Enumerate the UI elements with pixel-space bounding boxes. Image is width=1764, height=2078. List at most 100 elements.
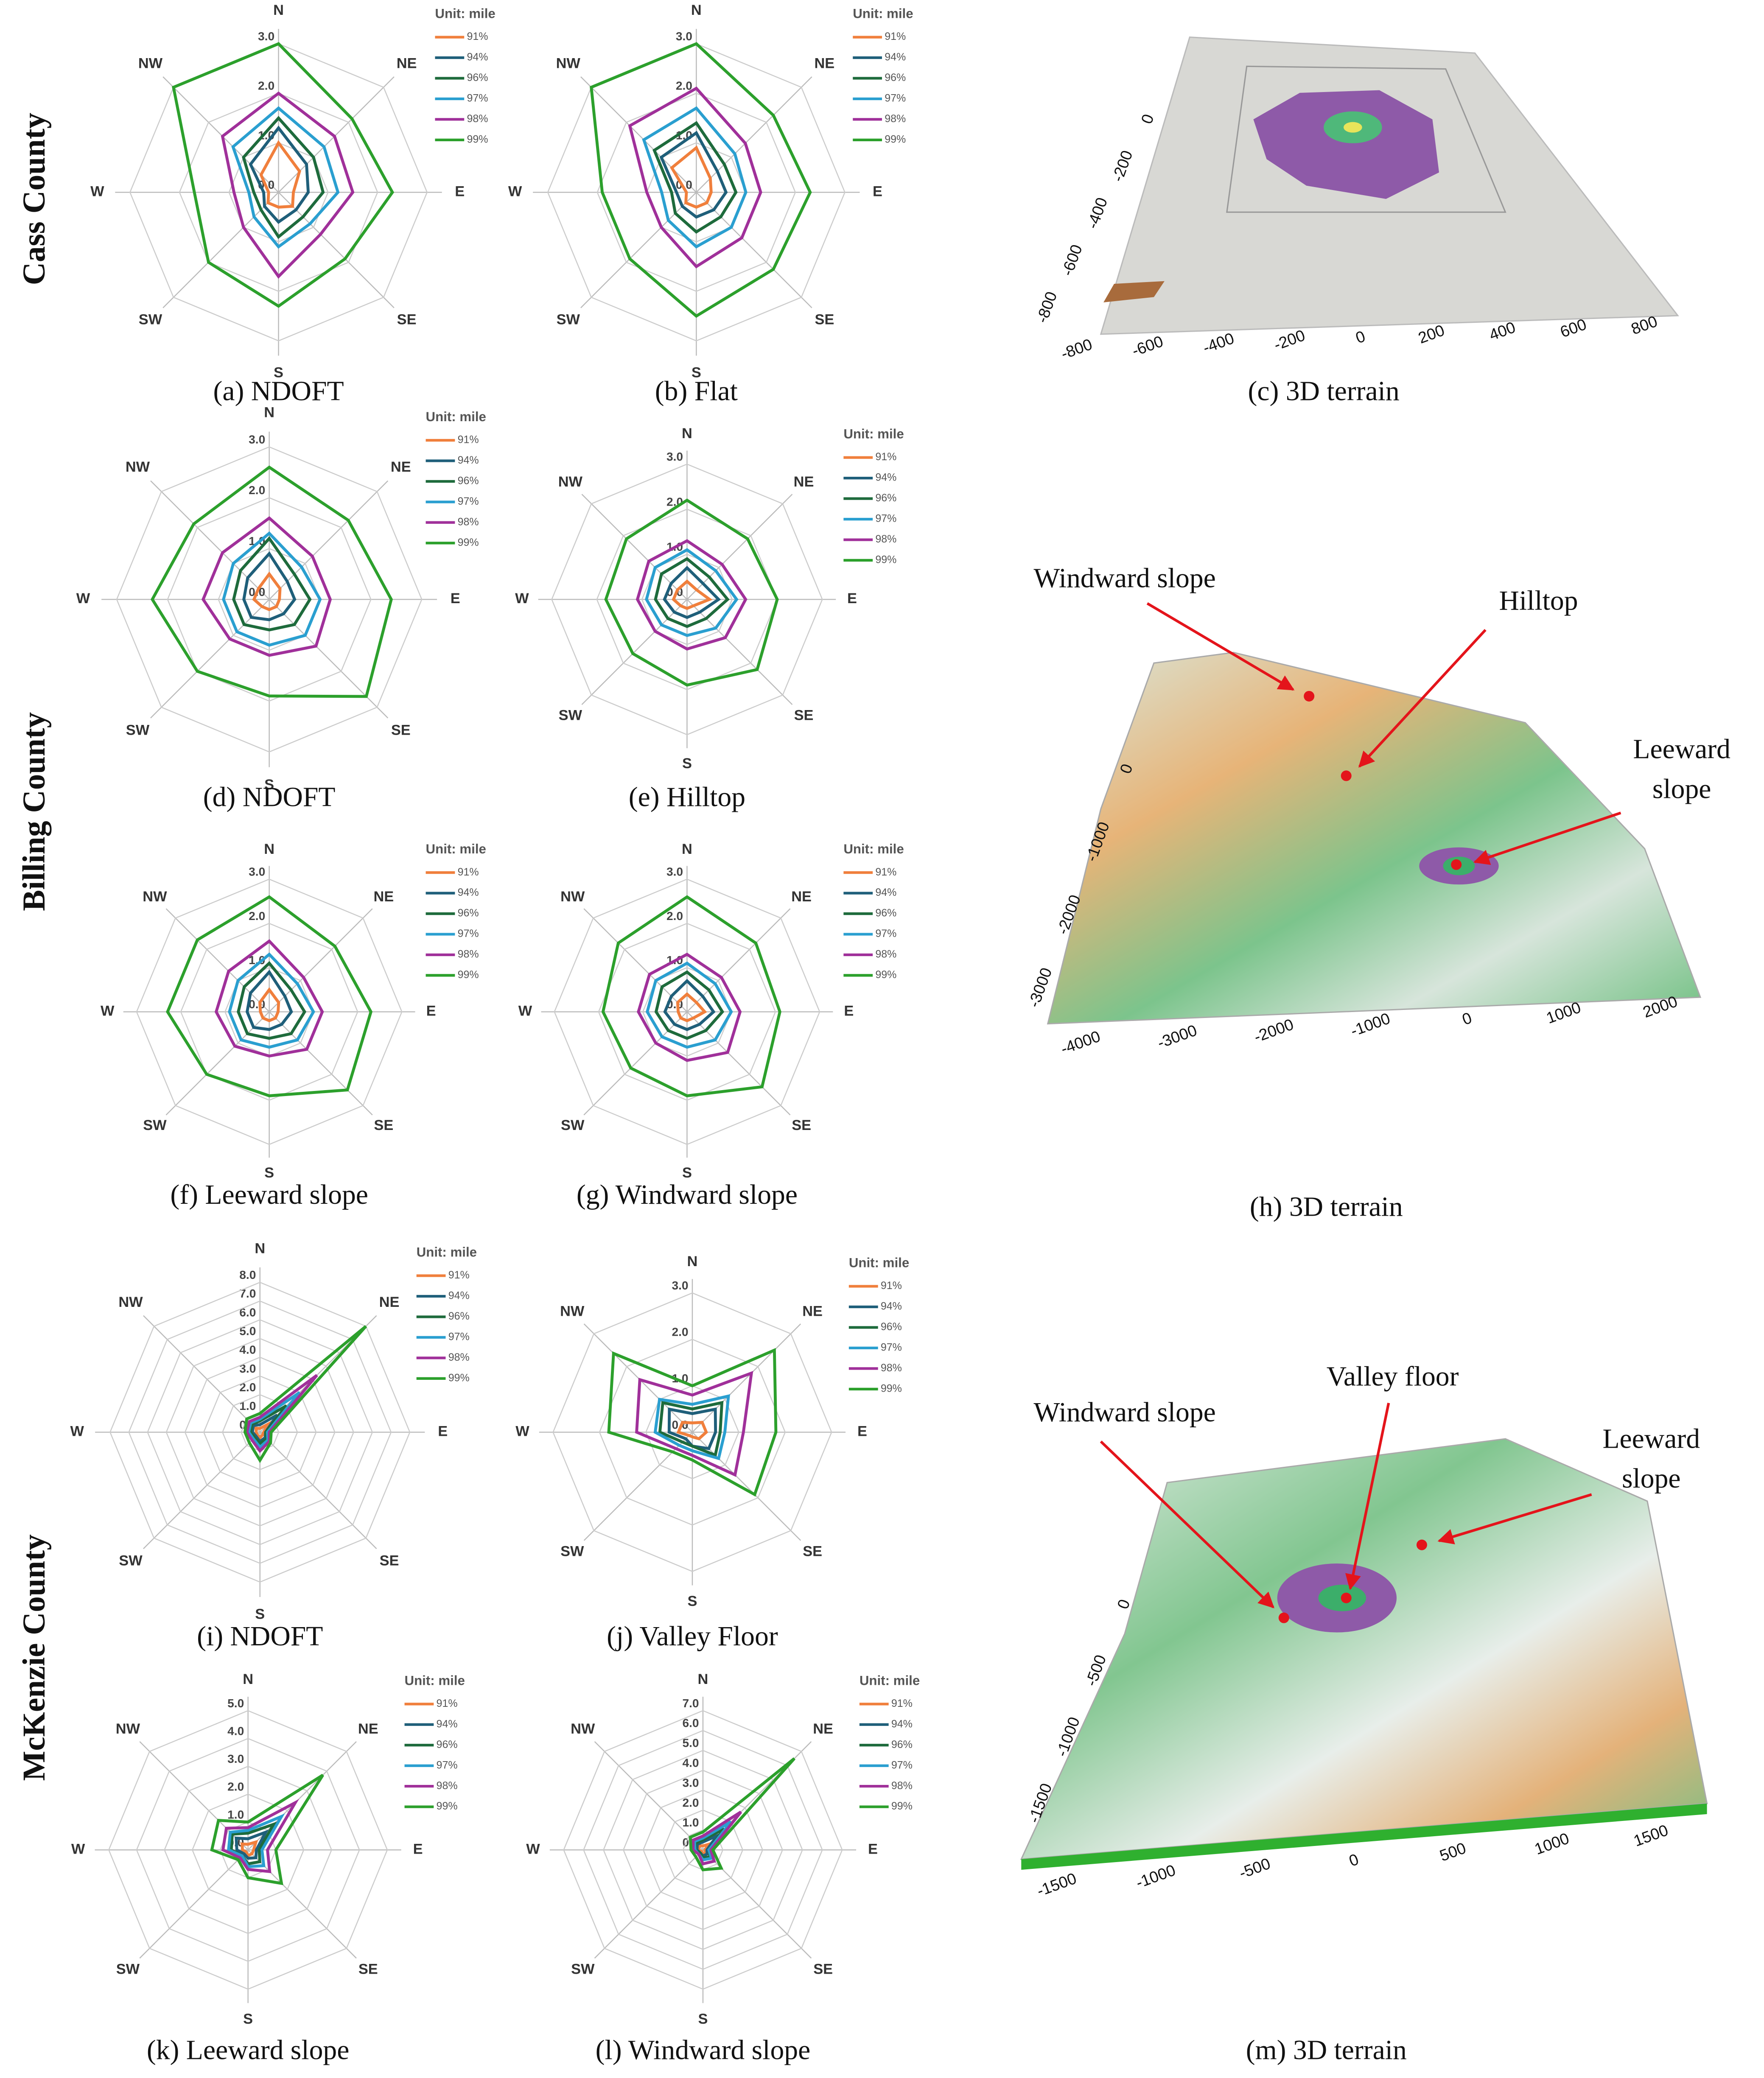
grid-ring bbox=[109, 1281, 411, 1583]
legend-label: 91% bbox=[448, 1269, 470, 1281]
spoke bbox=[581, 599, 688, 705]
xtick-tick-label: 0 bbox=[1353, 327, 1368, 347]
direction-label: S bbox=[243, 2011, 253, 2027]
direction-label: W bbox=[90, 183, 104, 199]
grid-ring bbox=[228, 142, 329, 243]
legend-title: Unit: mile bbox=[843, 427, 904, 442]
series-line bbox=[210, 1773, 324, 1885]
arrow bbox=[1473, 811, 1621, 865]
direction-label: SE bbox=[380, 1552, 399, 1569]
series-line bbox=[670, 145, 713, 209]
r-tick-label: 8.0 bbox=[239, 1268, 256, 1281]
r-tick-label: 3.0 bbox=[227, 1752, 244, 1765]
xtick-tick-label: -1000 bbox=[1134, 1861, 1178, 1891]
annotation: slope bbox=[1622, 1463, 1681, 1494]
direction-label: SW bbox=[119, 1552, 143, 1569]
legend-title: Unit: mile bbox=[426, 409, 486, 424]
legend-label: 96% bbox=[467, 72, 488, 84]
direction-label: NW bbox=[126, 459, 150, 475]
series-line bbox=[635, 1370, 753, 1477]
legend-title: Unit: mile bbox=[860, 1673, 920, 1688]
direction-label: NW bbox=[556, 55, 581, 71]
grid-ring bbox=[165, 1338, 354, 1527]
series-line bbox=[663, 979, 716, 1031]
direction-label: SE bbox=[358, 1961, 378, 1977]
series-line bbox=[242, 551, 297, 621]
xtick-tick-label: 1000 bbox=[1532, 1829, 1571, 1858]
series-line bbox=[693, 1820, 732, 1862]
xtick-tick-label: 1500 bbox=[1631, 1821, 1671, 1850]
series-line bbox=[607, 1348, 778, 1497]
legend-label: 98% bbox=[458, 516, 479, 528]
spoke bbox=[269, 1011, 373, 1116]
direction-label: NE bbox=[373, 889, 394, 905]
xtick-tick-label: 0 bbox=[1347, 1850, 1361, 1870]
arrow bbox=[1437, 1493, 1592, 1544]
caption: (g) Windward slope bbox=[577, 1179, 798, 1210]
r-tick-label: 6.0 bbox=[682, 1717, 699, 1730]
grid-ring bbox=[551, 463, 823, 736]
direction-label: E bbox=[868, 1841, 878, 1857]
legend-label: 98% bbox=[875, 533, 896, 545]
grid-ring bbox=[596, 92, 796, 292]
grid-ring bbox=[136, 878, 403, 1145]
series-line bbox=[228, 952, 315, 1049]
series-line bbox=[659, 131, 728, 219]
direction-label: NE bbox=[794, 474, 814, 490]
legend-label: 98% bbox=[437, 1780, 458, 1792]
direction-label: S bbox=[255, 1606, 265, 1622]
xtick-tick-label: 200 bbox=[1416, 321, 1447, 347]
legend-label: 94% bbox=[875, 887, 896, 898]
caption: (m) 3D terrain bbox=[1246, 2035, 1407, 2066]
spoke bbox=[278, 76, 395, 193]
series-line bbox=[692, 1810, 742, 1866]
grid-ring bbox=[184, 1356, 336, 1508]
spoke bbox=[583, 1323, 693, 1433]
xtick-tick-label: -800 bbox=[1058, 335, 1095, 363]
spoke bbox=[692, 1432, 801, 1541]
r-tick-label: 3.0 bbox=[666, 450, 683, 463]
r-tick-label: 3.0 bbox=[682, 1776, 699, 1789]
legend-label: 99% bbox=[885, 133, 906, 145]
spoke bbox=[686, 599, 793, 705]
direction-label: N bbox=[255, 1241, 265, 1257]
series-line bbox=[227, 1813, 285, 1868]
legend-label: 91% bbox=[891, 1698, 913, 1709]
r-tick-label: 2.0 bbox=[239, 1381, 256, 1394]
direction-label: NW bbox=[116, 1721, 140, 1737]
legend-label: 97% bbox=[448, 1331, 470, 1343]
series-line bbox=[645, 961, 733, 1049]
grid-ring bbox=[646, 142, 747, 243]
legend-label: 98% bbox=[448, 1351, 470, 1363]
spoke bbox=[162, 192, 279, 308]
legend-label: 94% bbox=[891, 1718, 913, 1730]
legend-label: 97% bbox=[437, 1759, 458, 1771]
direction-label: N bbox=[264, 405, 274, 421]
direction-label: SE bbox=[813, 1961, 833, 1977]
legend-label: 99% bbox=[448, 1372, 470, 1384]
series-line bbox=[663, 565, 721, 619]
site-dot bbox=[1341, 770, 1352, 781]
series-line bbox=[676, 992, 707, 1022]
r-tick-label: 4.0 bbox=[239, 1343, 256, 1356]
annotation: Leeward bbox=[1633, 734, 1730, 765]
grid-ring bbox=[642, 1790, 763, 1910]
direction-label: S bbox=[264, 1165, 274, 1181]
series-line bbox=[222, 531, 322, 647]
legend-label: 91% bbox=[875, 451, 896, 463]
legend-label: 96% bbox=[875, 907, 896, 919]
spoke bbox=[583, 1432, 693, 1541]
caption: (a) NDOFT bbox=[213, 376, 344, 407]
series-line bbox=[166, 895, 373, 1097]
series-line bbox=[658, 1401, 724, 1457]
site-dot bbox=[1304, 691, 1315, 702]
legend-label: 97% bbox=[885, 92, 906, 104]
spoke bbox=[165, 1011, 270, 1116]
r-tick-label: 1.0 bbox=[682, 1816, 699, 1829]
direction-label: NE bbox=[358, 1721, 378, 1737]
legend-label: 97% bbox=[881, 1342, 902, 1354]
grid-ring bbox=[203, 1375, 317, 1489]
grid-ring bbox=[116, 446, 423, 753]
arrow bbox=[1100, 1440, 1274, 1608]
direction-label: NW bbox=[558, 474, 583, 490]
